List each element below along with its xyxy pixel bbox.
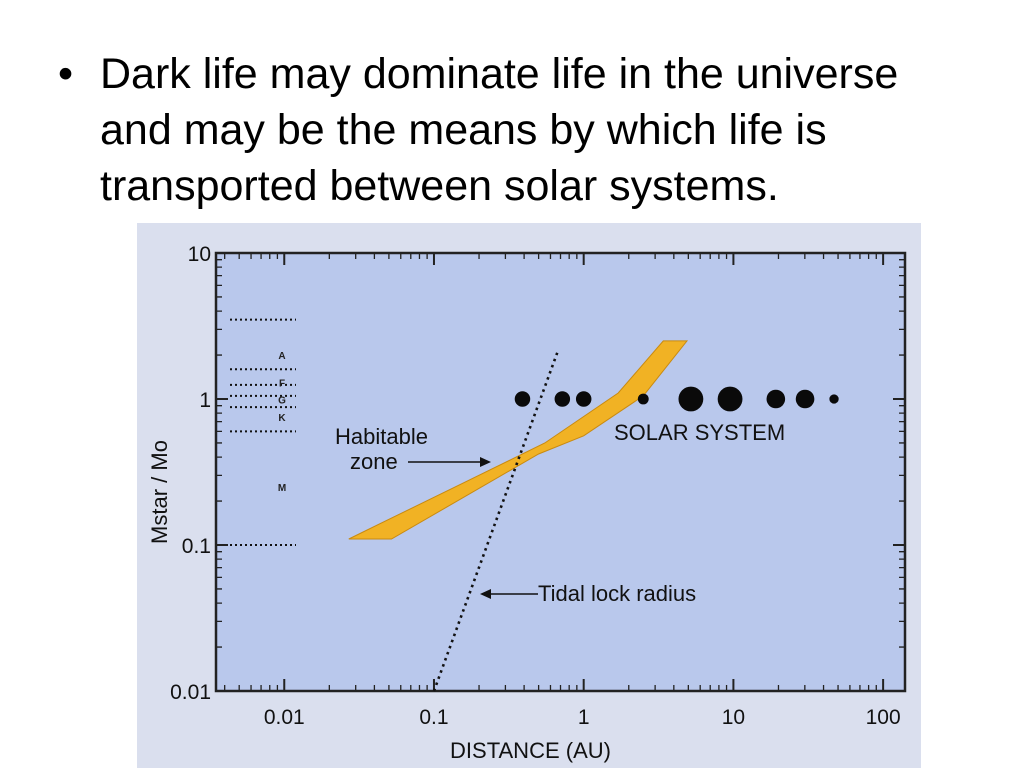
habitable-zone-arrowhead bbox=[480, 457, 491, 467]
bullet-text: Dark life may dominate life in the unive… bbox=[100, 50, 899, 210]
y-axis-label: Mstar / Mo bbox=[147, 440, 172, 544]
planet-point bbox=[829, 394, 839, 404]
x-tick-label: 10 bbox=[722, 706, 745, 729]
planet-point bbox=[795, 389, 815, 409]
bullet-point: • Dark life may dominate life in the uni… bbox=[58, 46, 978, 214]
tidal-lock-label: Tidal lock radius bbox=[538, 581, 696, 606]
stellar-class-label: K bbox=[278, 413, 286, 424]
y-tick-label: 0.01 bbox=[170, 681, 211, 704]
planet-point bbox=[678, 386, 704, 412]
plot-frame bbox=[214, 251, 907, 693]
y-tick-label: 1 bbox=[199, 389, 211, 412]
x-axis-label: DISTANCE (AU) bbox=[450, 738, 611, 763]
solar-system-label: SOLAR SYSTEM bbox=[614, 420, 785, 445]
x-tick-label: 1 bbox=[578, 706, 590, 729]
x-tick-label: 100 bbox=[866, 706, 901, 729]
habitable-zone-band bbox=[348, 340, 689, 540]
x-tick-label: 0.01 bbox=[264, 706, 305, 729]
stellar-class-label: M bbox=[278, 483, 286, 494]
chart-figure: 0.01 0.1 1 10 100 0.01 0.1 1 10 A F G K M SOLAR SYSTEM… bbox=[137, 223, 921, 768]
chart-canvas: 0.01 0.1 1 10 100 0.01 0.1 1 10 A FGK M SOLAR SYSTEM… bbox=[147, 243, 907, 763]
tidal-lock-line bbox=[432, 348, 560, 692]
stellar-class-label: F bbox=[279, 378, 285, 389]
bullet-symbol: • bbox=[58, 50, 74, 98]
stellar-class-label: A bbox=[278, 351, 285, 362]
minor-ticks bbox=[216, 253, 905, 691]
stellar-class-label: G bbox=[278, 396, 286, 407]
planet-point bbox=[766, 389, 786, 409]
y-tick-label: 0.1 bbox=[182, 535, 211, 558]
planet-point bbox=[575, 391, 592, 407]
planet-point bbox=[637, 393, 649, 405]
y-tick-label: 10 bbox=[188, 243, 211, 266]
tidal-lock-arrowhead bbox=[480, 589, 491, 599]
planet-point bbox=[717, 386, 743, 412]
planet-point bbox=[554, 391, 571, 407]
plot-area bbox=[216, 253, 905, 691]
habitable-zone-label-line1: Habitable bbox=[335, 424, 428, 449]
habitable-zone-label-line2: zone bbox=[350, 449, 398, 474]
x-tick-label: 0.1 bbox=[419, 706, 448, 729]
planet-point bbox=[514, 391, 531, 407]
